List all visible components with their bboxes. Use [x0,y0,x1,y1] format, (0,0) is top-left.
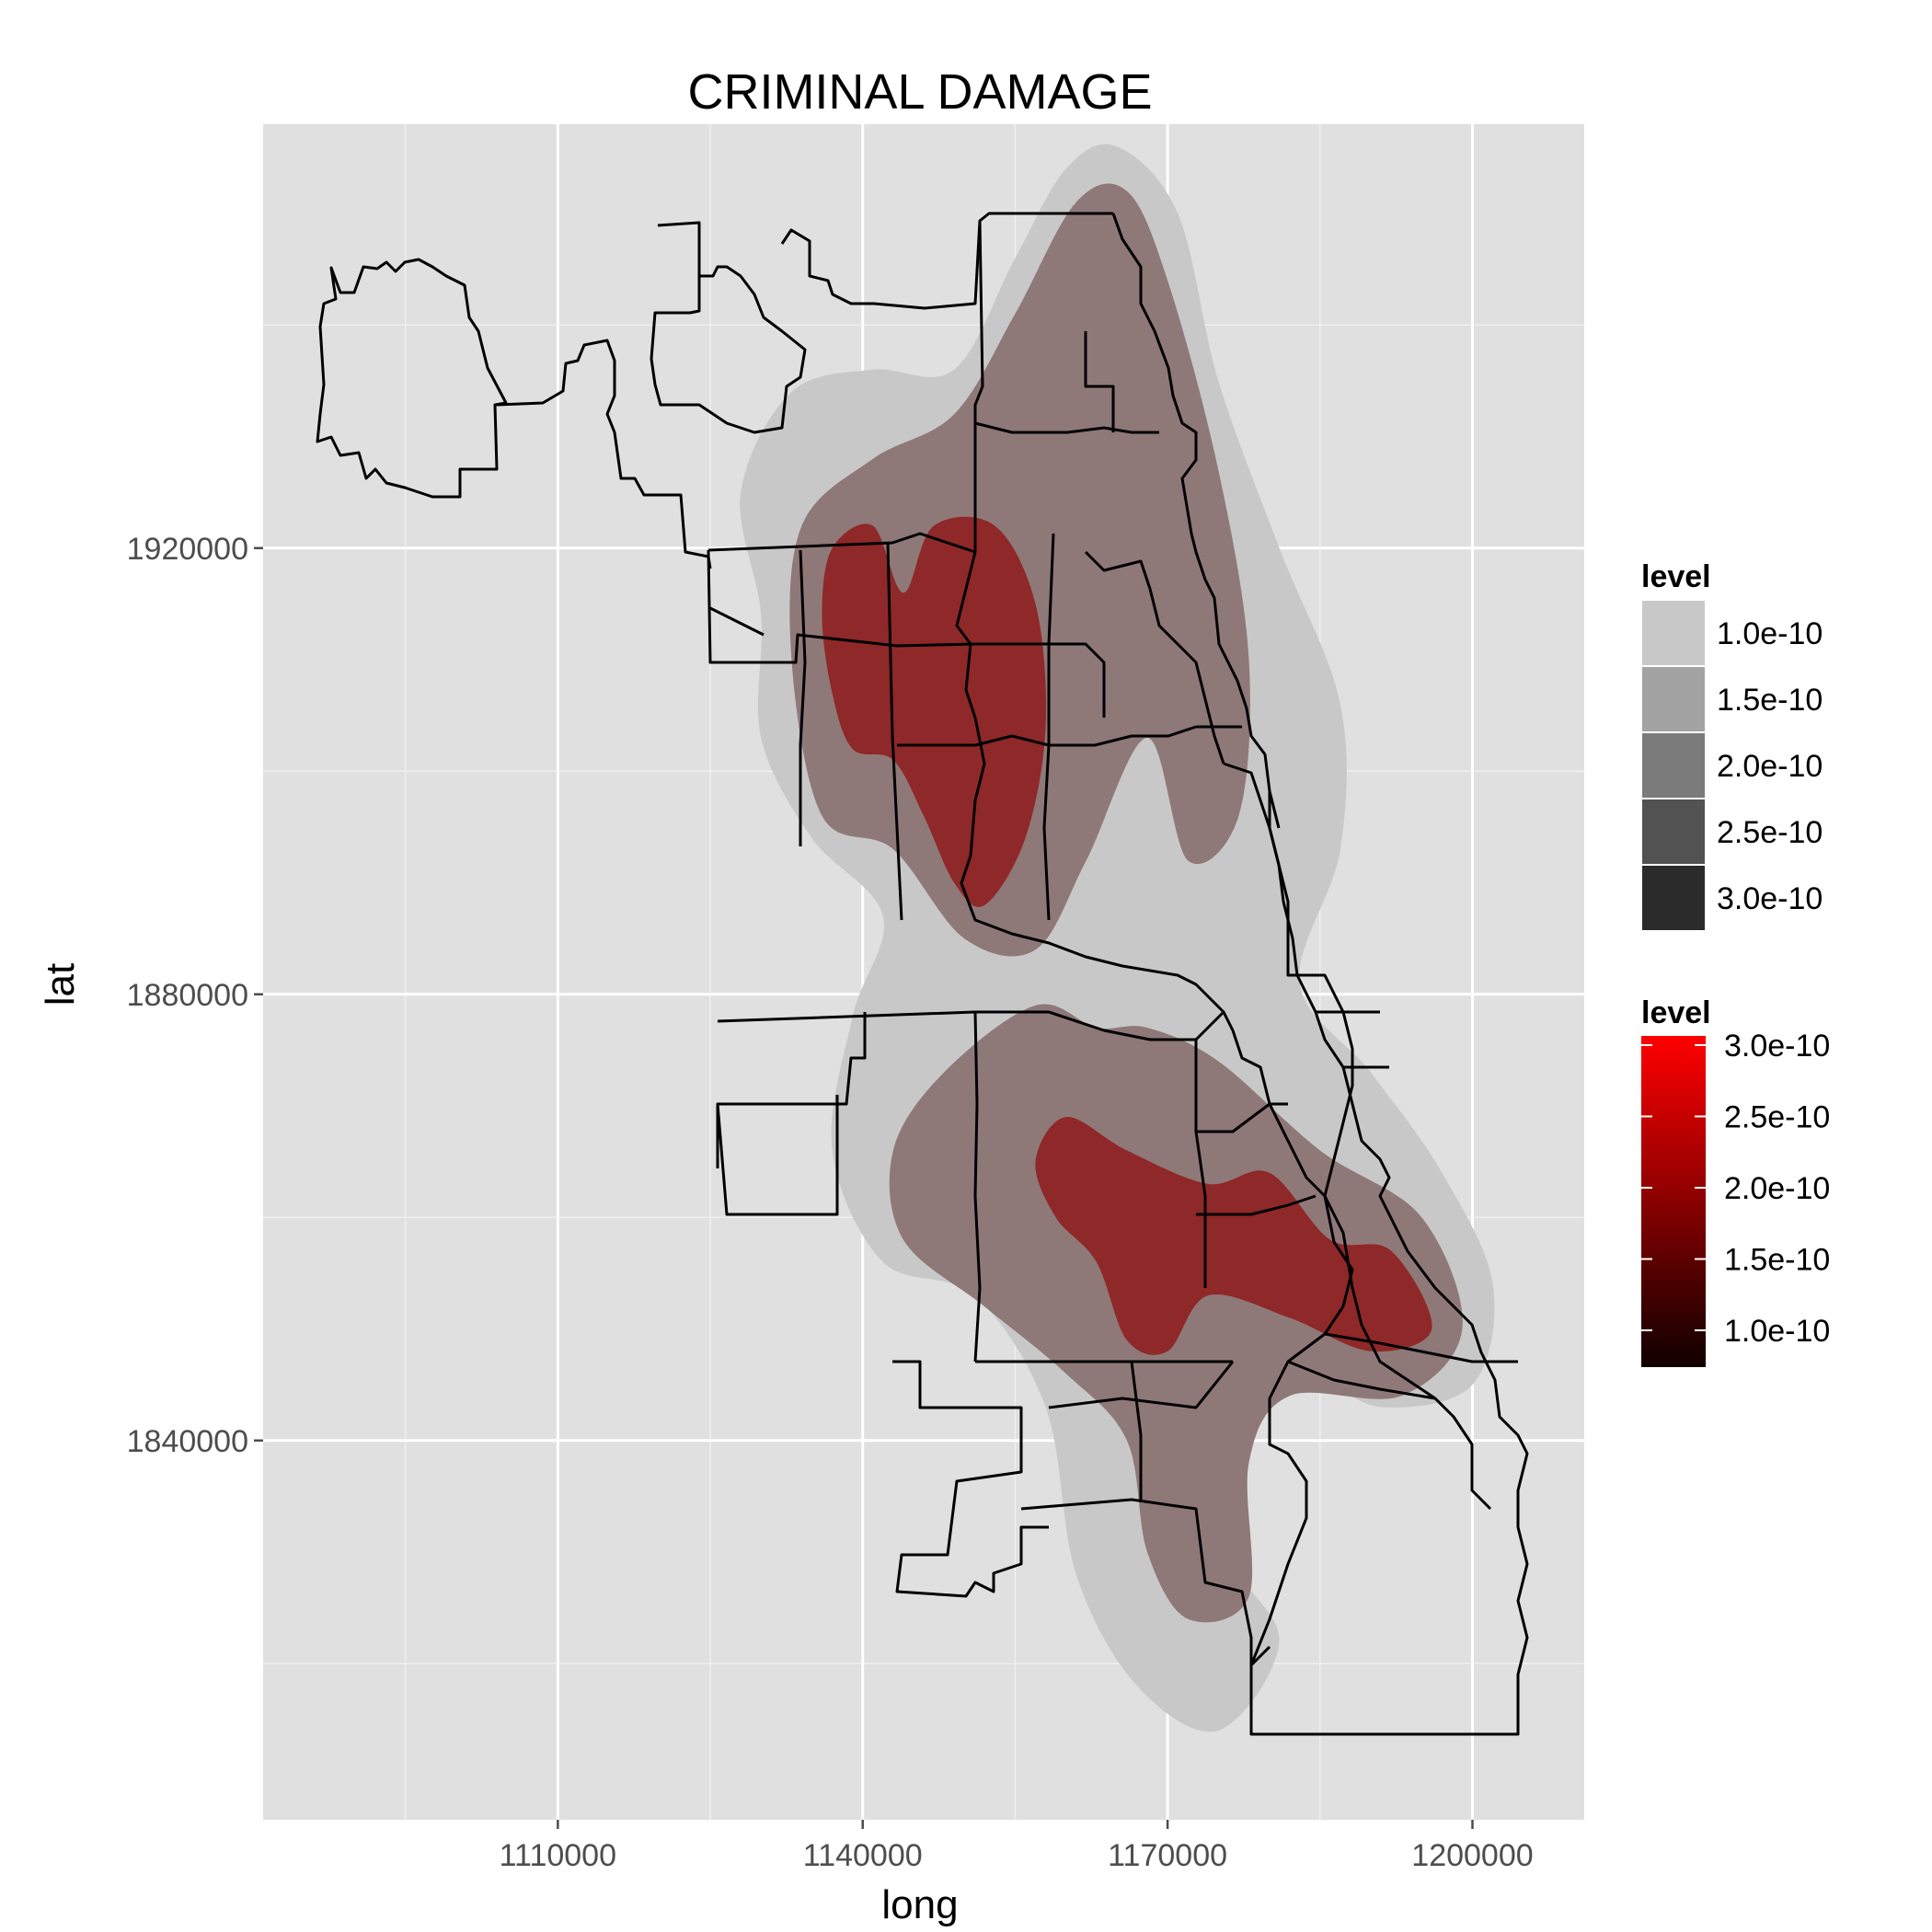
x-tick-label: 1110000 [500,1838,616,1873]
legend-fill-label: 1.5e-10 [1717,683,1823,718]
boundary-west-side-upper [707,532,976,846]
density-region-level-3-2 [1035,1116,1432,1355]
legend-fill-label: 3.0e-10 [1717,881,1823,916]
x-tick-label: 1140000 [803,1838,923,1873]
legend-colourbar-bar [1641,1036,1706,1367]
legend-colourbar-label: 2.5e-10 [1724,1100,1830,1135]
boundary-ohare-outline [316,258,508,499]
y-axis-title: lat [38,963,83,1006]
legend-fill-key [1640,599,1707,667]
legend-fill-key [1640,665,1707,733]
boundary-south-side [716,1010,1233,1363]
boundary-northern-lakefront [955,220,1492,1511]
legend-colourbar-label: 2.0e-10 [1724,1171,1830,1206]
x-tick-label: 1170000 [1108,1838,1227,1873]
legend-fill-key [1640,731,1707,799]
density-region-level-3-1 [822,516,1047,907]
legend-fill-label: 2.5e-10 [1717,815,1823,850]
plot-panel: 1110000 1140000 1170000 1200000 1920000 1880… [127,124,1584,1873]
y-tick-label: 1880000 [127,978,248,1013]
x-tick-label: 1200000 [1411,1838,1533,1873]
density-layer [740,144,1495,1732]
legend-fill-key [1640,864,1707,932]
y-axis-ticks: 1920000 1880000 1840000 [127,532,263,1459]
legend-colourbar-label: 1.5e-10 [1724,1243,1830,1278]
legend-colourbar-title: level [1641,995,1711,1030]
x-axis-ticks: 1110000 1140000 1170000 1200000 [500,1820,1534,1873]
legend-level-fill: level 1.0e-10 1.5e-10 2.0e-10 2.5e-10 3.0e-1… [1640,559,1823,932]
legend-fill-key [1640,798,1707,866]
legend-fill-label: 1.0e-10 [1717,616,1823,651]
x-axis-title: long [881,1882,958,1927]
legend-colourbar-label: 1.0e-10 [1724,1314,1830,1349]
boundary-east-south [1196,762,1354,1666]
boundary-southwest-ext [892,1360,1049,1598]
legend-level-colourbar: level 3.0e-10 2.5e-10 2.0e-10 1.5e-10 1.0e-1… [1641,995,1830,1367]
district-boundaries [316,212,1529,1736]
boundary-far-northwest [650,212,1113,434]
legend-colourbar-label: 3.0e-10 [1724,1029,1830,1064]
legend-fill-label: 2.0e-10 [1717,749,1823,784]
boundary-central-grid [886,331,1225,921]
boundary-south-east-diag [1287,1332,1518,1400]
y-tick-label: 1920000 [127,532,248,567]
boundary-outer-west [496,339,712,569]
boundary-far-south [1020,1361,1253,1734]
chart-title: CRIMINAL DAMAGE [687,64,1152,120]
legend-fill-title: level [1641,559,1711,594]
boundary-northeast-spur [1196,725,1389,1069]
y-tick-label: 1840000 [127,1424,248,1459]
